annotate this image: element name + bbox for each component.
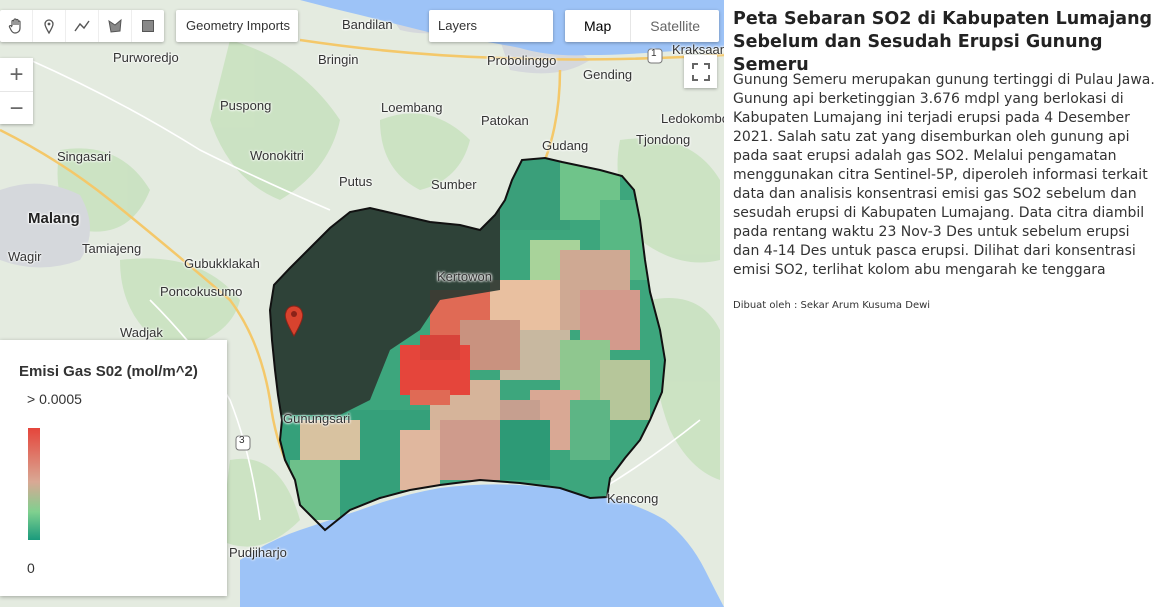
place-label: Ledokombo: [661, 111, 724, 126]
map-type-map-button[interactable]: Map: [565, 10, 632, 42]
place-label: Wonokitri: [250, 148, 304, 163]
map-type-satellite-button[interactable]: Satellite: [650, 18, 701, 34]
place-label: Tjondong: [636, 132, 691, 147]
place-label: Kertowon: [437, 269, 492, 284]
rectangle-icon[interactable]: [132, 10, 164, 42]
legend-color-bar: [28, 428, 40, 540]
place-label: Bringin: [318, 52, 359, 67]
polyline-icon[interactable]: [66, 10, 99, 42]
zoom-control: + −: [0, 58, 33, 124]
polygon-icon[interactable]: [99, 10, 132, 42]
place-label: Purworedjo: [113, 50, 179, 65]
volcano-marker-icon: [284, 305, 304, 338]
place-label: Loembang: [381, 100, 443, 115]
geometry-imports-button[interactable]: Geometry Imports: [176, 10, 298, 42]
place-label: Probolinggo: [487, 53, 557, 68]
info-panel: Peta Sebaran SO2 di Kabupaten Lumajang S…: [724, 0, 1162, 607]
legend-panel: Emisi Gas S02 (mol/m^2) > 0.0005 0: [0, 340, 227, 596]
road-shield-3: [235, 435, 251, 451]
place-label: Gunungsari: [283, 411, 351, 426]
road-shield-label: 1: [651, 48, 657, 59]
place-label: Gending: [583, 67, 633, 82]
place-label: Pudjiharjo: [229, 545, 287, 560]
legend-max-label: > 0.0005: [27, 391, 82, 407]
legend-min-label: 0: [27, 560, 35, 576]
place-label: Sumber: [431, 177, 477, 192]
zoom-in-button[interactable]: +: [0, 58, 33, 92]
place-label: Gubukklakah: [184, 256, 260, 271]
place-label: Bandilan: [342, 17, 393, 32]
place-label: Poncokusumo: [160, 284, 243, 299]
layers-button[interactable]: Layers: [429, 10, 553, 42]
hand-pan-icon[interactable]: [0, 10, 33, 42]
panel-description: Gunung Semeru merupakan gunung tertinggi…: [733, 72, 1155, 278]
map-marker-icon[interactable]: [33, 10, 66, 42]
zoom-out-button[interactable]: −: [9, 95, 24, 122]
panel-title: Peta Sebaran SO2 di Kabupaten Lumajang S…: [733, 9, 1153, 75]
place-label: Wadjak: [120, 325, 163, 340]
map-canvas[interactable]: 1 3 Bandilan Kraksaan Purworedjo Bringin…: [0, 0, 724, 607]
basemap: [0, 0, 724, 607]
road-shield-1: [647, 48, 663, 64]
place-label: Puspong: [220, 98, 272, 113]
place-label: Kencong: [607, 491, 659, 506]
place-label: Patokan: [481, 113, 529, 128]
fullscreen-icon: [691, 62, 710, 81]
place-label: Putus: [339, 174, 373, 189]
fullscreen-button[interactable]: [684, 55, 717, 88]
map-type-control: Map Satellite: [565, 10, 720, 42]
legend-title: Emisi Gas S02 (mol/m^2): [19, 363, 198, 380]
place-label: Singasari: [57, 149, 112, 164]
place-label: Malang: [28, 210, 80, 227]
place-label: Kraksaan: [672, 42, 724, 57]
place-label: Gudang: [542, 138, 589, 153]
road-shield-label: 3: [239, 435, 245, 446]
place-label: Wagir: [8, 249, 42, 264]
place-label: Tamiajeng: [82, 241, 142, 256]
panel-credit: Dibuat oleh : Sekar Arum Kusuma Dewi: [733, 300, 931, 311]
drawing-toolbar: [0, 10, 164, 42]
